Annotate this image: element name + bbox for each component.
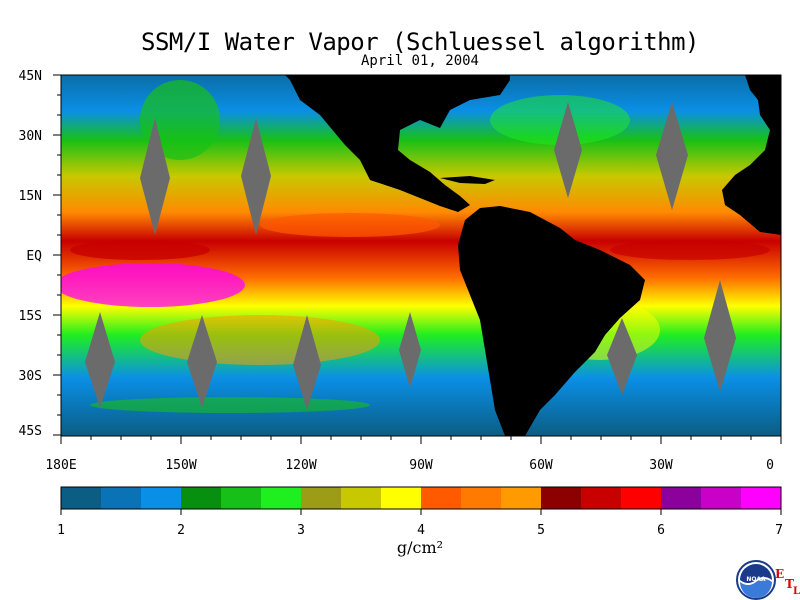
moisture-plume xyxy=(61,263,245,307)
lat-label: 15N xyxy=(18,189,42,204)
colorbar-tick-label: 1 xyxy=(57,523,65,538)
colorbar-swatch xyxy=(701,487,742,509)
colorbar-swatch xyxy=(221,487,262,509)
lat-label: 45S xyxy=(18,424,42,439)
colorbar xyxy=(60,486,782,515)
colorbar-tick-label: 4 xyxy=(417,523,425,538)
swath-gap xyxy=(554,102,582,198)
moisture-plume xyxy=(260,213,440,237)
colorbar-tick-label: 3 xyxy=(297,523,305,538)
colorbar-swatch xyxy=(261,487,302,509)
lat-label: 30S xyxy=(18,369,42,384)
lon-label: 120W xyxy=(285,458,317,473)
colorbar-swatch xyxy=(301,487,342,509)
moisture-plume xyxy=(70,240,210,260)
colorbar-swatch xyxy=(581,487,622,509)
colorbar-swatch xyxy=(541,487,582,509)
noaa-logo-icon: NOAA xyxy=(736,560,776,600)
moisture-plume xyxy=(90,397,370,413)
colorbar-swatch xyxy=(621,487,662,509)
swath-gap xyxy=(241,118,271,235)
lat-label: 30N xyxy=(18,129,42,144)
colorbar-tick-label: 7 xyxy=(775,523,783,538)
colorbar-swatch xyxy=(381,487,422,509)
lon-label: 180E xyxy=(45,458,77,473)
colorbar-tick-label: 6 xyxy=(657,523,665,538)
lat-label: 15S xyxy=(18,309,42,324)
colorbar-swatch xyxy=(101,487,142,509)
colorbar-tick-label: 5 xyxy=(537,523,545,538)
africa-europe xyxy=(722,75,781,235)
map-ticks xyxy=(53,74,782,444)
logo-letter: E xyxy=(775,567,785,581)
lon-label: 30W xyxy=(649,458,673,473)
map-title: SSM/I Water Vapor (Schluessel algorithm) xyxy=(141,28,699,56)
map-subtitle: April 01, 2004 xyxy=(360,53,479,69)
colorbar-swatch xyxy=(461,487,502,509)
south-america xyxy=(458,206,645,436)
colorbar-swatch xyxy=(61,487,102,509)
colorbar-swatch xyxy=(181,487,222,509)
moisture-plume xyxy=(610,240,770,260)
swath-gap xyxy=(607,318,637,395)
north-america xyxy=(285,75,510,212)
lat-label: EQ xyxy=(26,249,42,264)
colorbar-swatch xyxy=(741,487,782,509)
lon-label: 0 xyxy=(766,458,774,473)
moisture-plume xyxy=(490,95,630,145)
colorbar-swatch xyxy=(341,487,382,509)
swath-gap xyxy=(293,315,321,410)
lon-label: 150W xyxy=(165,458,197,473)
colorbar-tick-label: 2 xyxy=(177,523,185,538)
colorbar-swatch xyxy=(661,487,702,509)
field-layer xyxy=(61,75,781,436)
colorbar-swatch xyxy=(141,487,182,509)
swath-gap xyxy=(704,280,736,392)
swath-gap xyxy=(399,312,421,388)
swath-gap xyxy=(656,102,688,210)
colorbar-swatch xyxy=(501,487,542,509)
colorbar-units: g/cm² xyxy=(396,538,444,557)
swath-gap xyxy=(187,315,217,408)
logo-letter: L xyxy=(793,586,800,597)
logo-letter: T xyxy=(785,577,794,591)
moisture-plume xyxy=(140,315,380,365)
lon-label: 90W xyxy=(409,458,433,473)
swath-gap xyxy=(85,312,115,408)
colorbar-swatch xyxy=(421,487,462,509)
logo-text: NOAA xyxy=(746,576,766,583)
lon-label: 60W xyxy=(529,458,553,473)
lat-label: 45N xyxy=(18,69,42,84)
swath-gap xyxy=(140,118,170,235)
caribbean-islands xyxy=(440,176,495,184)
